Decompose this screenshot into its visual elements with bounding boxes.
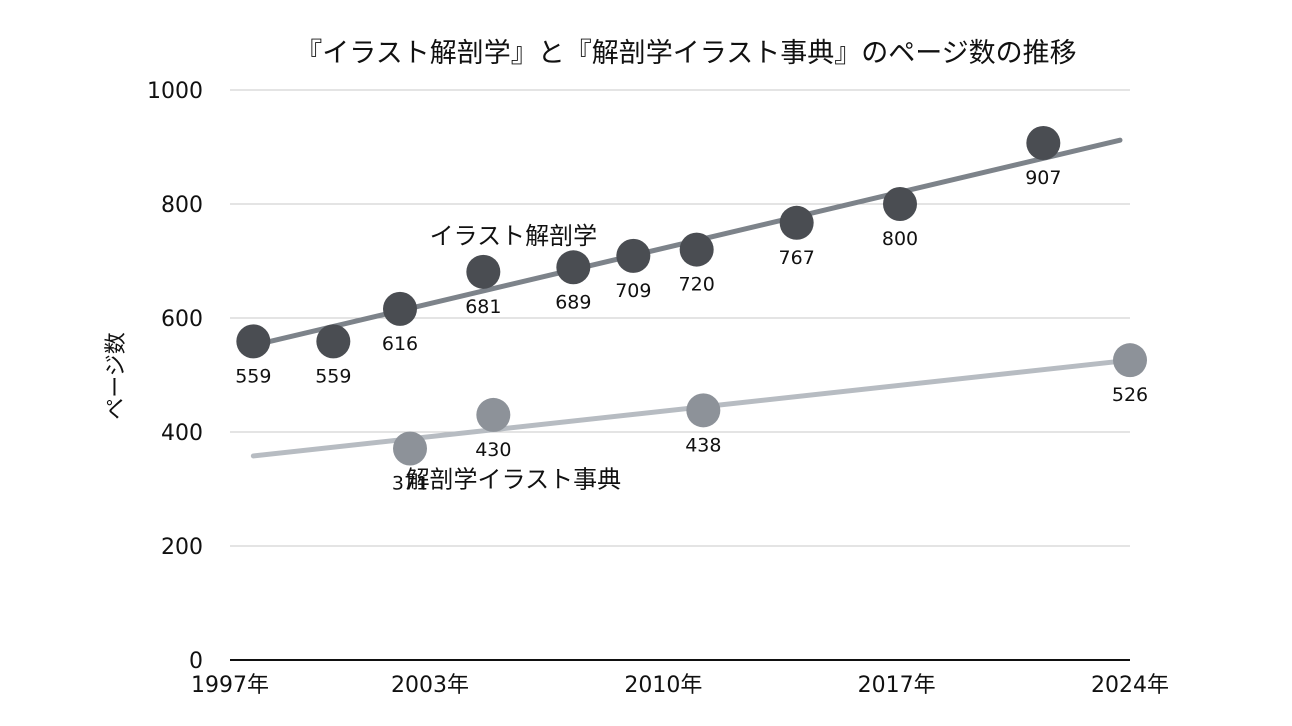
- data-label: 689: [555, 291, 591, 313]
- y-tick-label: 400: [161, 421, 203, 446]
- data-label: 681: [465, 296, 501, 318]
- data-label: 907: [1025, 167, 1061, 189]
- y-tick-label: 600: [161, 307, 203, 332]
- y-tick-label: 1000: [147, 79, 203, 104]
- y-tick-label: 0: [189, 649, 203, 674]
- data-label: 800: [882, 228, 918, 250]
- y-tick-label: 800: [161, 193, 203, 218]
- data-label: 438: [685, 434, 721, 456]
- data-label: 430: [475, 439, 511, 461]
- data-point: [476, 397, 511, 432]
- x-tick-label: 2024年: [1091, 673, 1169, 698]
- data-point: [686, 393, 721, 428]
- data-point: [393, 431, 427, 466]
- data-point: [779, 205, 814, 240]
- data-points: [236, 126, 1147, 466]
- data-label: 526: [1112, 384, 1148, 406]
- data-point: [1026, 126, 1061, 161]
- data-point: [556, 250, 591, 285]
- data-point: [466, 254, 501, 289]
- y-axis-ticks: 0 200 400 600 800 1000: [147, 79, 203, 674]
- data-point: [316, 324, 351, 359]
- data-label: 559: [235, 365, 271, 387]
- series-name-1: イラスト解剖学: [430, 222, 598, 250]
- x-tick-label: 2003年: [391, 673, 469, 698]
- data-point: [236, 324, 271, 359]
- data-point: [616, 238, 651, 273]
- data-label: 767: [779, 247, 815, 269]
- x-tick-label: 2010年: [624, 673, 702, 698]
- data-labels: 559 559 616 681 689 709 720 767 800 907 371 430 438 5…: [235, 167, 1148, 495]
- data-label: 616: [382, 333, 418, 355]
- x-tick-label: 2017年: [858, 673, 936, 698]
- data-label: 709: [615, 280, 651, 302]
- data-point: [883, 187, 917, 221]
- data-label: 371: [392, 473, 428, 495]
- series-name-2: 解剖学イラスト事典: [406, 465, 622, 493]
- data-point: [383, 291, 417, 326]
- chart-title: 『イラスト解剖学』と『解剖学イラスト事典』のページ数の推移: [295, 38, 1076, 69]
- x-axis-ticks: 1997年 2003年 2010年 2017年 2024年: [191, 673, 1169, 698]
- y-axis-label: ページ数: [104, 332, 129, 420]
- y-tick-label: 200: [161, 535, 203, 560]
- data-point: [679, 232, 714, 267]
- data-label: 559: [315, 365, 351, 387]
- data-label: 720: [679, 274, 715, 296]
- x-tick-label: 1997年: [191, 673, 269, 698]
- data-point: [1113, 343, 1147, 378]
- grid-lines: [230, 89, 1130, 547]
